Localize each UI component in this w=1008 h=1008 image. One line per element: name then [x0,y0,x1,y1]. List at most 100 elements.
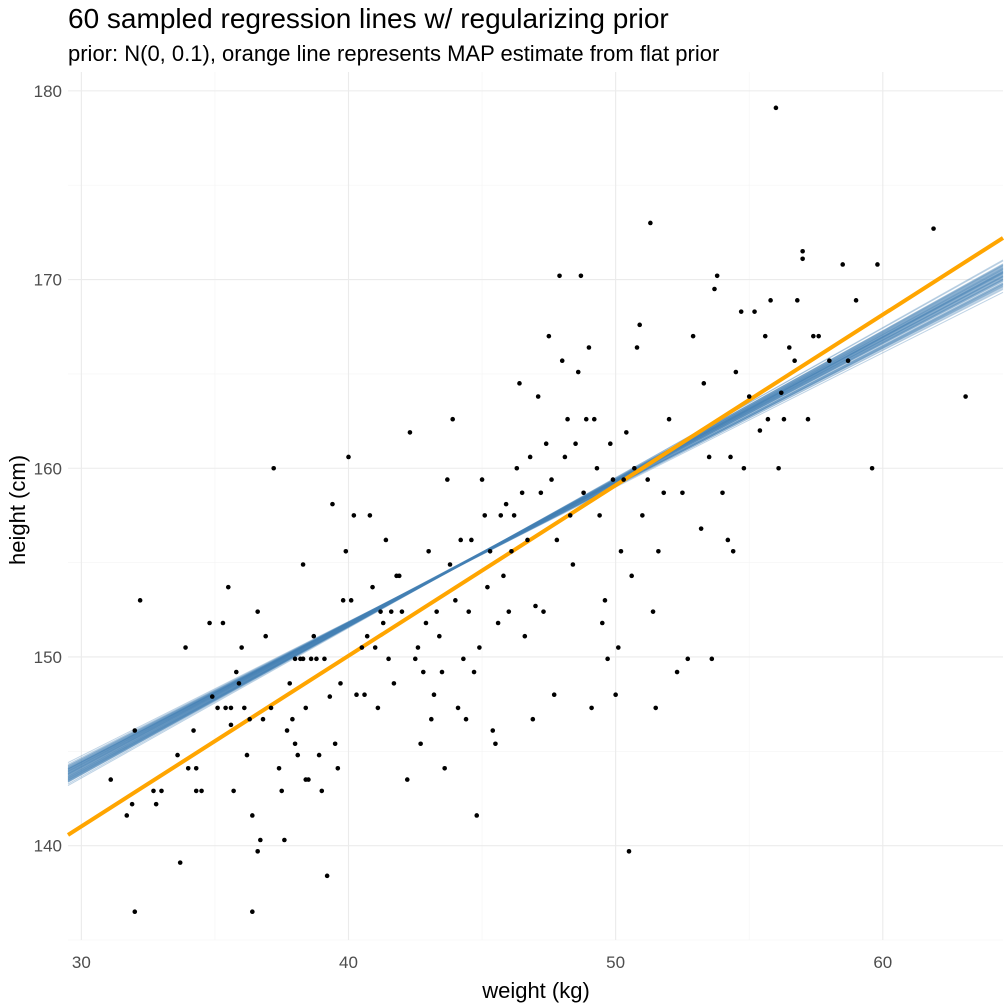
data-point [541,609,546,614]
data-point [653,705,659,711]
data-point [575,369,581,375]
data-point [530,716,536,722]
data-point [527,454,533,460]
data-point [263,633,268,639]
data-point [132,909,138,914]
data-point [493,741,498,747]
data-point [380,620,386,626]
data-point [388,609,394,614]
data-point [712,286,717,292]
data-point [656,548,661,554]
data-point [811,333,816,339]
data-point [362,692,367,697]
sampled-regression-line [67,274,1004,774]
data-point [255,609,260,614]
x-tick-label: 60 [873,953,892,972]
sampled-regression-line [67,271,1004,778]
data-point [629,573,634,579]
data-point [324,873,330,879]
data-point [490,728,496,733]
data-point [795,298,800,303]
data-point [474,813,480,818]
data-point [869,465,875,471]
data-point [773,105,779,111]
data-point [437,633,442,639]
data-point [792,358,797,364]
sampled-regression-line [67,264,1004,782]
data-point [645,477,650,482]
data-point [412,656,418,662]
data-point [570,562,576,567]
data-point [215,705,220,711]
data-point [477,645,482,650]
data-point [648,220,653,226]
data-point [193,788,199,794]
data-point [762,333,768,339]
data-point [725,537,731,543]
data-point [247,716,252,722]
data-point [666,416,672,422]
data-point [501,573,506,579]
data-point [458,537,464,543]
data-point [225,584,231,590]
data-point [538,490,544,496]
data-point [177,860,183,865]
data-points [108,105,968,914]
data-point [746,394,752,399]
gridlines [68,72,1003,941]
data-point [559,358,565,364]
data-point [597,513,602,518]
sampled-regression-line [67,287,1004,767]
data-point [423,620,429,626]
data-point [674,669,680,675]
data-point [554,537,560,543]
data-point [234,669,239,675]
data-point [519,490,525,496]
data-point [343,548,349,554]
data-point [399,609,405,614]
data-point [314,656,319,662]
sampled-regression-lines [67,259,1004,787]
data-point [626,849,632,854]
sampled-regression-line [67,263,1004,783]
sampled-regression-line [67,270,1004,779]
sampled-regression-line [67,279,1004,770]
data-point [228,722,234,728]
sampled-regression-line [67,263,1004,782]
data-point [442,765,447,771]
data-point [367,513,373,518]
data-point [250,909,255,914]
data-point [375,705,381,711]
data-point [706,454,712,460]
data-point [108,777,114,782]
data-point [279,788,285,794]
data-point [151,788,156,794]
data-point [258,837,263,843]
data-point [335,765,341,771]
x-tick-label: 40 [339,953,358,972]
data-point [840,262,846,267]
data-point [506,609,512,614]
data-point [378,609,383,614]
data-point [768,298,773,303]
data-point [191,728,196,733]
sampled-regression-line [67,283,1004,770]
data-point [605,656,610,662]
sampled-regression-line [67,265,1004,782]
data-point [426,548,431,554]
data-point [680,490,685,496]
sampled-regression-line [67,268,1004,781]
y-tick-label: 180 [34,82,62,101]
data-point [461,656,466,662]
data-point [284,728,290,733]
data-point [931,226,936,231]
data-point [429,716,434,722]
data-point [447,562,453,567]
data-point [327,694,333,699]
data-point [618,548,624,554]
data-point [621,477,626,482]
data-point [453,598,458,603]
data-point [311,633,317,639]
data-point [466,609,472,614]
sampled-regression-line [67,283,1004,769]
